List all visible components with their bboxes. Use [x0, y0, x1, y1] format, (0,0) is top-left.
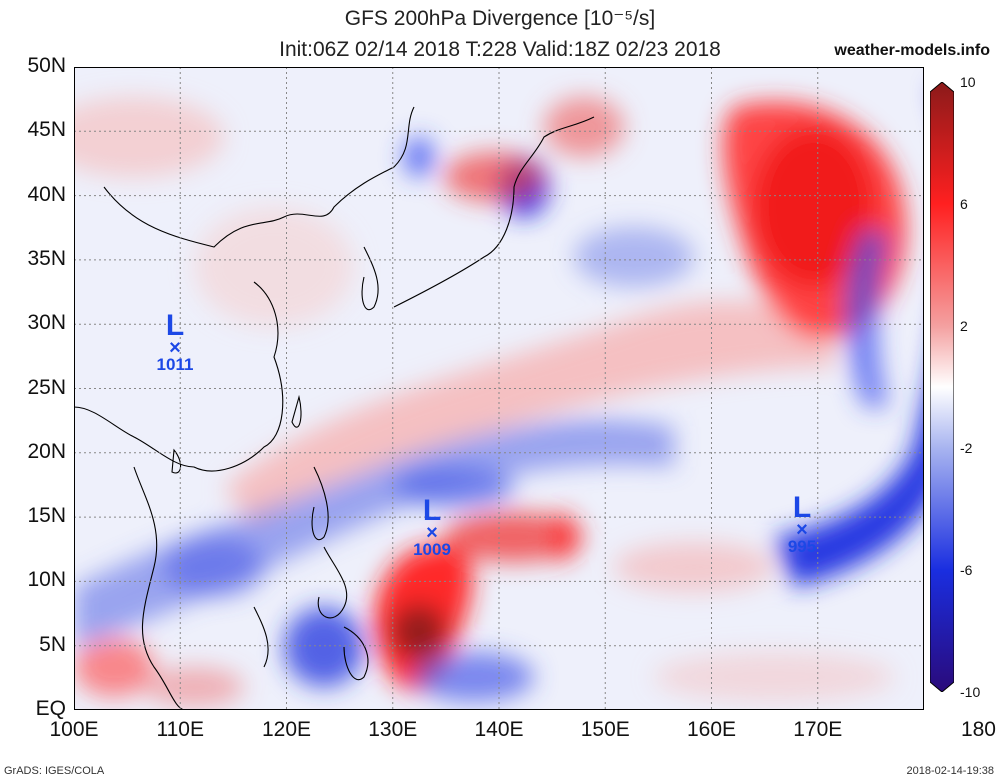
- lat-label: 50N: [27, 54, 66, 77]
- lon-label: 130E: [368, 718, 418, 741]
- colorbar-tick-label: -2: [960, 440, 973, 456]
- lat-label: 5N: [39, 632, 66, 656]
- graticule: [74, 67, 924, 710]
- low-pressure: 1009: [413, 540, 451, 559]
- lon-label: 160E: [686, 718, 737, 741]
- chart-title: GFS 200hPa Divergence [10⁻⁵/s]: [344, 7, 656, 30]
- lat-label: 30N: [27, 311, 66, 335]
- lat-label: 25N: [27, 375, 66, 399]
- lat-label: 10N: [27, 568, 66, 592]
- lon-label: 140E: [474, 718, 524, 741]
- colorbar-tick-label: -10: [960, 684, 981, 700]
- low-x-icon: ×: [796, 519, 808, 541]
- lat-label: EQ: [35, 697, 66, 720]
- low-marker-1011: L × 1011: [135, 309, 215, 374]
- jet-divergence-band: [224, 300, 834, 527]
- low-x-icon: ×: [426, 522, 438, 544]
- low-marker-1009: L × 1009: [392, 494, 472, 559]
- footer-timestamp: 2018-02-14-19:38: [906, 765, 994, 777]
- low-letter: L: [165, 309, 185, 342]
- lon-label: 100E: [49, 718, 99, 741]
- lat-label: 35N: [27, 246, 66, 270]
- site-label: weather-models.info: [834, 42, 990, 59]
- lat-label: 15N: [27, 504, 66, 528]
- blue-band-tropics: [74, 419, 674, 647]
- low-letter: L: [792, 491, 812, 524]
- lon-label: 180: [960, 718, 996, 741]
- lon-label: 150E: [580, 718, 630, 741]
- blue-arc-east: [774, 404, 924, 587]
- colorbar-tick-label: 10: [960, 74, 976, 90]
- colorbar-tick-label: 2: [960, 318, 968, 334]
- lon-label: 120E: [261, 718, 312, 741]
- lat-label: 40N: [27, 182, 66, 206]
- colorbar-tick-label: -6: [960, 562, 973, 578]
- divergence-map: [74, 67, 924, 710]
- lat-label: 45N: [27, 118, 66, 142]
- colorbar: [930, 82, 954, 692]
- coastlines: [74, 106, 595, 710]
- low-x-icon: ×: [169, 337, 181, 359]
- lat-label: 20N: [27, 439, 66, 463]
- low-pressure: 995: [787, 537, 817, 556]
- colorbar-tick-label: 6: [960, 196, 968, 212]
- footer-credit: GrADS: IGES/COLA: [4, 765, 105, 777]
- low-marker-995: L × 995: [762, 491, 842, 556]
- lon-label: 170E: [793, 718, 843, 741]
- chart-subtitle: Init:06Z 02/14 2018 T:228 Valid:18Z 02/2…: [279, 38, 721, 61]
- low-pressure: 1011: [156, 355, 194, 374]
- lon-label: 110E: [156, 718, 205, 741]
- low-letter: L: [422, 494, 442, 527]
